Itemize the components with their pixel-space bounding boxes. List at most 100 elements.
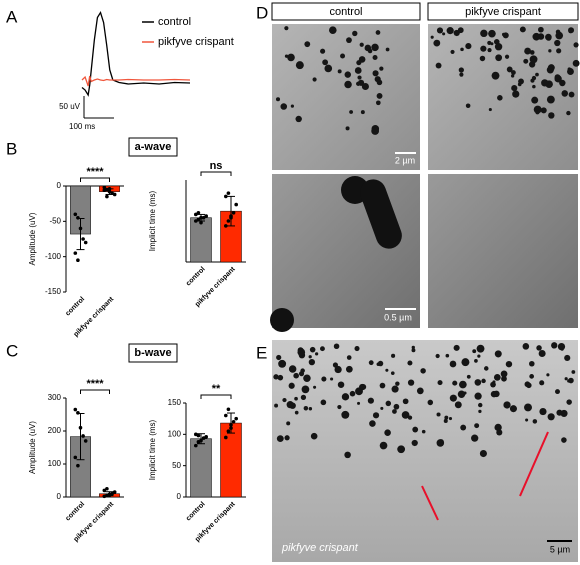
granule <box>361 82 369 91</box>
data-point <box>105 194 109 199</box>
granule <box>284 435 290 441</box>
granule <box>557 342 566 351</box>
column-header-box <box>427 2 579 21</box>
granule <box>357 401 361 405</box>
granule <box>412 426 419 433</box>
granule <box>360 384 367 390</box>
x-tick-label: control <box>64 296 86 318</box>
data-point <box>226 407 231 412</box>
granule <box>395 381 400 386</box>
granule <box>529 50 535 55</box>
bar <box>190 438 212 498</box>
granule <box>474 379 482 386</box>
granule <box>360 110 365 115</box>
granule <box>491 71 500 80</box>
data-point <box>231 211 236 215</box>
granule <box>556 409 563 416</box>
granule <box>333 343 340 350</box>
granule <box>436 439 445 447</box>
data-point <box>224 224 228 228</box>
granule <box>519 26 526 33</box>
granule <box>288 365 297 373</box>
panel-letter: D <box>256 3 268 22</box>
granule <box>312 77 317 82</box>
granule <box>344 451 351 459</box>
granule <box>494 350 502 358</box>
granule <box>357 75 362 80</box>
granule <box>385 47 390 52</box>
granule <box>300 368 305 373</box>
data-point <box>226 219 231 223</box>
granule <box>308 407 313 411</box>
granule <box>529 360 535 367</box>
granule <box>297 348 306 357</box>
y-axis-label: Implicit time (ms) <box>148 190 157 251</box>
data-point <box>224 435 228 440</box>
granule <box>538 26 544 33</box>
granule <box>374 76 381 83</box>
granule <box>546 373 550 377</box>
granule <box>459 380 467 389</box>
data-point <box>73 251 78 255</box>
data-point <box>76 463 80 468</box>
data-point <box>229 423 233 427</box>
data-point <box>105 486 109 491</box>
arrow <box>421 485 439 521</box>
y-tick-label: 200 <box>48 426 62 435</box>
granule <box>411 348 416 353</box>
granule <box>391 385 399 393</box>
granule <box>541 79 549 87</box>
granule <box>341 410 350 419</box>
granule <box>293 372 299 379</box>
granule <box>465 103 471 109</box>
granule <box>278 359 287 368</box>
granule <box>546 66 554 74</box>
granule <box>354 67 362 74</box>
granule <box>555 389 560 395</box>
granule <box>480 45 487 52</box>
y-tick-label: 300 <box>48 393 62 402</box>
granule <box>450 49 455 54</box>
granule <box>276 435 284 443</box>
granule <box>504 54 510 59</box>
granule <box>490 390 498 398</box>
granule <box>461 358 470 367</box>
granule <box>525 418 529 422</box>
significance-bracket <box>80 177 110 182</box>
data-point <box>199 215 203 220</box>
granule <box>303 405 309 411</box>
granule <box>538 349 546 357</box>
granule <box>369 420 376 427</box>
granule <box>523 58 529 64</box>
granule <box>458 67 464 73</box>
granule <box>308 358 316 366</box>
column-header-box <box>271 2 421 21</box>
granule <box>289 402 296 409</box>
granule <box>474 359 478 363</box>
granule <box>379 382 386 389</box>
granule <box>309 346 316 353</box>
significance-bracket <box>200 171 232 176</box>
micrograph <box>428 174 578 328</box>
granule <box>453 344 460 351</box>
granule <box>375 100 381 106</box>
granule <box>288 382 295 389</box>
granule <box>487 40 492 45</box>
granule <box>518 78 524 85</box>
granule <box>466 374 471 379</box>
micrograph <box>428 24 578 170</box>
granule <box>367 48 373 54</box>
granule <box>284 26 289 31</box>
granule <box>290 104 294 108</box>
granule <box>337 404 342 410</box>
granule <box>304 41 311 48</box>
granule <box>411 345 415 350</box>
granule <box>273 374 279 380</box>
granule <box>390 371 395 375</box>
granule <box>531 96 539 104</box>
granule <box>465 42 472 50</box>
granule <box>435 62 442 69</box>
granule <box>356 81 361 86</box>
trace <box>81 10 191 97</box>
granule <box>392 409 397 414</box>
